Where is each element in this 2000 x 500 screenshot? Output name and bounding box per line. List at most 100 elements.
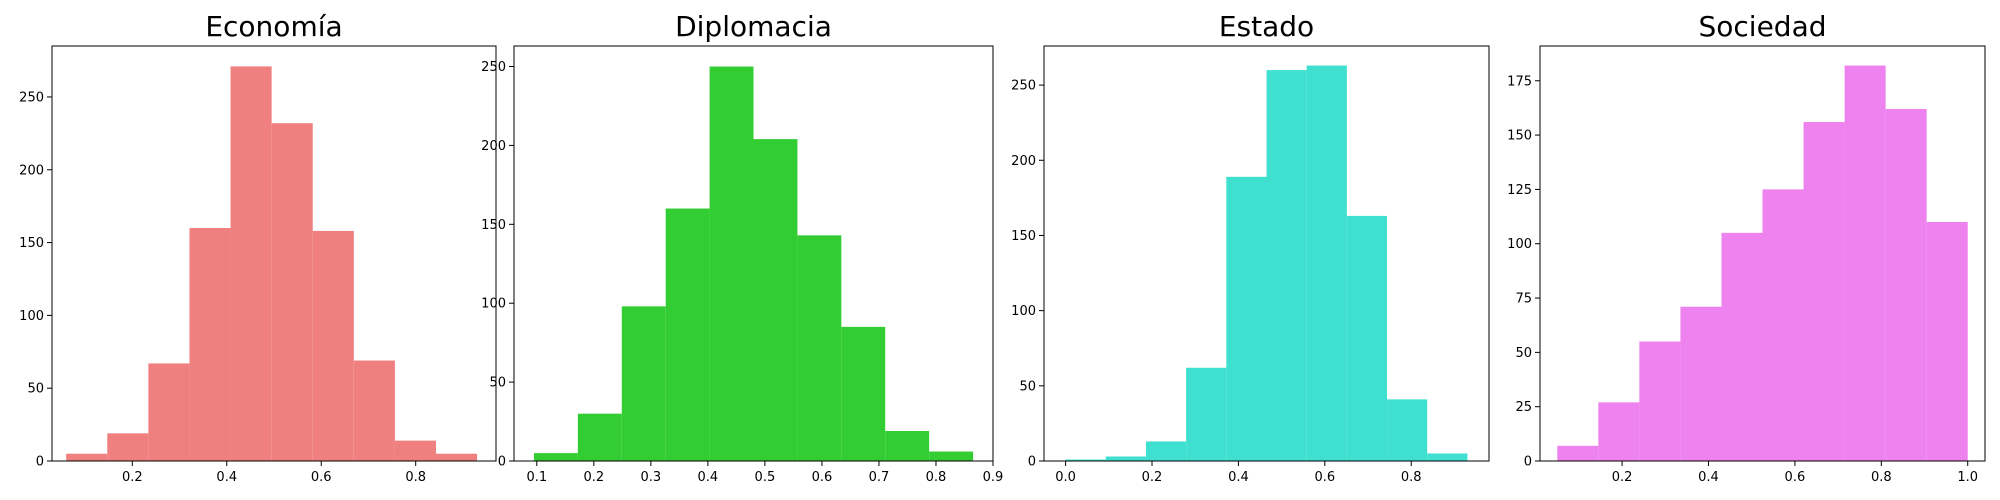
x-tick-label: 0.3 bbox=[641, 470, 662, 485]
x-tick-label: 0.2 bbox=[1612, 470, 1633, 485]
y-tick-label: 150 bbox=[1011, 229, 1036, 244]
histogram-bar bbox=[1598, 402, 1640, 461]
histogram-bar bbox=[1346, 215, 1388, 461]
histogram-bar bbox=[1926, 221, 1968, 461]
x-tick-label: 0.8 bbox=[926, 470, 947, 485]
histogram-bar bbox=[1639, 341, 1681, 461]
panel-title: Diplomacia bbox=[675, 10, 832, 43]
histogram-bar bbox=[1762, 189, 1804, 461]
histogram-bar bbox=[271, 123, 313, 461]
x-tick-label: 0.6 bbox=[311, 470, 332, 485]
histogram-bar bbox=[665, 208, 710, 461]
histogram-bar bbox=[1226, 176, 1267, 461]
histogram-bar bbox=[1065, 459, 1106, 461]
histogram-bar bbox=[1721, 232, 1763, 461]
y-tick-label: 125 bbox=[1507, 183, 1532, 198]
histogram-bar bbox=[885, 431, 930, 461]
x-tick-label: 0.2 bbox=[583, 470, 604, 485]
histogram-bar bbox=[1557, 445, 1599, 461]
y-tick-label: 0 bbox=[498, 455, 506, 470]
panel-title: Sociedad bbox=[1698, 10, 1826, 43]
histogram-bar bbox=[1306, 65, 1347, 461]
axes-frame bbox=[1539, 45, 1986, 462]
x-tick-label: 0.8 bbox=[405, 470, 426, 485]
x-tick-label: 0.1 bbox=[526, 470, 547, 485]
x-tick-label: 1.0 bbox=[1957, 470, 1978, 485]
histogram-bar bbox=[1680, 306, 1722, 461]
histogram-bar bbox=[797, 235, 842, 461]
histogram-bar bbox=[1387, 399, 1428, 461]
histogram-bar bbox=[929, 451, 974, 461]
axes-frame bbox=[513, 45, 994, 462]
histogram-bar bbox=[353, 360, 395, 461]
x-tick-label: 0.2 bbox=[122, 470, 143, 485]
histogram-bar bbox=[394, 440, 437, 461]
y-tick-label: 100 bbox=[1507, 237, 1532, 252]
histogram-bar bbox=[436, 453, 478, 461]
y-tick-label: 50 bbox=[27, 382, 44, 397]
x-tick-label: 0.7 bbox=[869, 470, 890, 485]
x-tick-label: 0.8 bbox=[1401, 470, 1422, 485]
histogram-bar bbox=[709, 66, 754, 461]
axes-frame bbox=[1043, 45, 1490, 462]
y-tick-label: 0 bbox=[36, 455, 44, 470]
y-tick-label: 0 bbox=[1524, 455, 1532, 470]
x-tick-label: 0.4 bbox=[698, 470, 719, 485]
x-tick-label: 0.5 bbox=[755, 470, 776, 485]
histogram-bar bbox=[230, 66, 272, 462]
x-tick-label: 0.6 bbox=[1785, 470, 1806, 485]
histogram-panel-4: Sociedad 0.2 0.4 0.6 0.8 1.0 0 25 50 75 100 125 150 1… bbox=[1507, 10, 1986, 485]
y-tick-label: 25 bbox=[1515, 400, 1532, 415]
x-tick-label: 0.8 bbox=[1871, 470, 1892, 485]
y-tick-label: 50 bbox=[1019, 379, 1036, 394]
panel-title: Economía bbox=[205, 10, 342, 43]
histogram-bar bbox=[841, 326, 886, 461]
y-tick-label: 250 bbox=[19, 90, 44, 105]
histogram-bar bbox=[66, 453, 108, 461]
histogram-bar bbox=[1266, 70, 1307, 461]
histogram-panel-2: Diplomacia 0.1 0.2 0.3 0.4 0.5 0.6 0.7 0.8 0.9 0 50… bbox=[481, 10, 1003, 485]
y-tick-label: 0 bbox=[1028, 455, 1036, 470]
histogram-bar bbox=[1105, 456, 1146, 461]
y-tick-label: 75 bbox=[1515, 292, 1532, 307]
histogram-bar bbox=[621, 306, 666, 461]
histogram-bar bbox=[107, 433, 149, 461]
y-tick-label: 100 bbox=[19, 309, 44, 324]
histogram-bar bbox=[1885, 109, 1927, 461]
histogram-bar bbox=[1145, 441, 1187, 461]
x-tick-label: 0.4 bbox=[1698, 470, 1719, 485]
histogram-bar bbox=[1803, 122, 1845, 461]
y-tick-label: 250 bbox=[481, 60, 506, 75]
panel-title: Estado bbox=[1219, 10, 1314, 43]
x-tick-label: 0.4 bbox=[216, 470, 237, 485]
y-tick-label: 200 bbox=[1011, 154, 1036, 169]
y-tick-label: 200 bbox=[481, 139, 506, 154]
x-tick-label: 0.9 bbox=[983, 470, 1004, 485]
y-tick-label: 50 bbox=[1515, 346, 1532, 361]
histogram-bar bbox=[753, 139, 798, 461]
axes-frame bbox=[51, 45, 497, 462]
histogram-bar bbox=[1844, 65, 1886, 461]
y-tick-label: 100 bbox=[481, 297, 506, 312]
y-tick-label: 200 bbox=[19, 163, 44, 178]
x-tick-label: 0.4 bbox=[1228, 470, 1249, 485]
y-tick-label: 50 bbox=[489, 376, 506, 391]
y-tick-label: 100 bbox=[1011, 304, 1036, 319]
histogram-bar bbox=[1427, 453, 1468, 461]
y-tick-label: 250 bbox=[1011, 79, 1036, 94]
histogram-panel-3: Estado 0.0 0.2 0.4 0.6 0.8 0 50 100 150 200 250 bbox=[1011, 10, 1490, 485]
x-tick-label: 0.0 bbox=[1055, 470, 1076, 485]
histogram-panel-1: Economía 0.2 0.4 0.6 0.8 0 50 100 150 200 250 bbox=[19, 10, 497, 485]
histogram-bar bbox=[533, 453, 578, 461]
y-tick-label: 150 bbox=[1507, 129, 1532, 144]
histogram-bar bbox=[148, 363, 190, 461]
histogram-bar bbox=[189, 228, 231, 461]
x-tick-label: 0.6 bbox=[1314, 470, 1335, 485]
histogram-bar bbox=[1186, 367, 1227, 461]
y-tick-label: 175 bbox=[1507, 74, 1532, 89]
histogram-bar bbox=[577, 413, 622, 461]
x-tick-label: 0.2 bbox=[1142, 470, 1163, 485]
histogram-bar bbox=[312, 230, 354, 461]
x-tick-label: 0.6 bbox=[812, 470, 833, 485]
